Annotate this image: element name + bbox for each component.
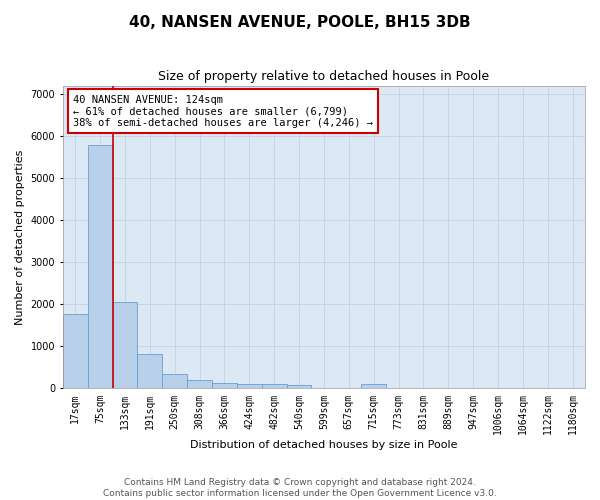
Bar bbox=[262, 384, 287, 388]
Bar bbox=[113, 302, 137, 388]
X-axis label: Distribution of detached houses by size in Poole: Distribution of detached houses by size … bbox=[190, 440, 458, 450]
Bar bbox=[187, 380, 212, 388]
Y-axis label: Number of detached properties: Number of detached properties bbox=[15, 150, 25, 324]
Text: 40, NANSEN AVENUE, POOLE, BH15 3DB: 40, NANSEN AVENUE, POOLE, BH15 3DB bbox=[129, 15, 471, 30]
Title: Size of property relative to detached houses in Poole: Size of property relative to detached ho… bbox=[158, 70, 490, 83]
Bar bbox=[237, 384, 262, 388]
Bar bbox=[88, 146, 113, 388]
Text: Contains HM Land Registry data © Crown copyright and database right 2024.
Contai: Contains HM Land Registry data © Crown c… bbox=[103, 478, 497, 498]
Bar bbox=[63, 314, 88, 388]
Bar bbox=[361, 384, 386, 388]
Bar bbox=[162, 374, 187, 388]
Text: 40 NANSEN AVENUE: 124sqm
← 61% of detached houses are smaller (6,799)
38% of sem: 40 NANSEN AVENUE: 124sqm ← 61% of detach… bbox=[73, 94, 373, 128]
Bar bbox=[212, 383, 237, 388]
Bar bbox=[287, 384, 311, 388]
Bar bbox=[137, 354, 162, 388]
